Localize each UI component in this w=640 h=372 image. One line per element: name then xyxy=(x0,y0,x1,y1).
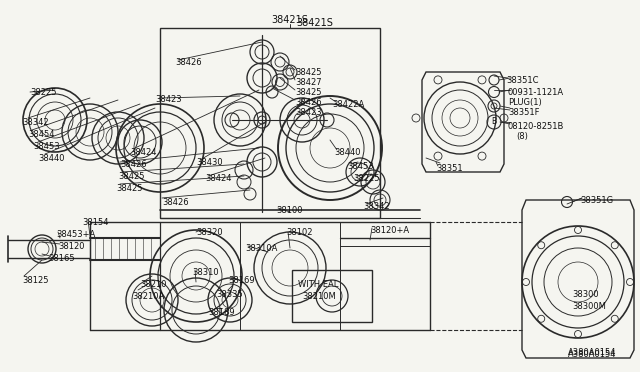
Text: 38320: 38320 xyxy=(196,228,223,237)
Text: 38225: 38225 xyxy=(353,174,380,183)
Text: 38424: 38424 xyxy=(205,174,232,183)
Text: 38335: 38335 xyxy=(216,290,243,299)
Text: 38100: 38100 xyxy=(276,206,303,215)
Text: 38421S: 38421S xyxy=(271,15,308,25)
Text: 38342: 38342 xyxy=(22,118,49,127)
Text: 38120: 38120 xyxy=(58,242,84,251)
Text: 38425: 38425 xyxy=(295,68,321,77)
Text: 38425: 38425 xyxy=(295,88,321,97)
Text: 38351C: 38351C xyxy=(506,76,538,85)
Text: 38120+A: 38120+A xyxy=(370,226,409,235)
Text: 38125: 38125 xyxy=(22,276,49,285)
Text: 38453+A: 38453+A xyxy=(56,230,95,239)
Text: (8): (8) xyxy=(516,132,528,141)
Text: 38210: 38210 xyxy=(140,280,166,289)
Text: 38351: 38351 xyxy=(436,164,463,173)
Text: A380A0154: A380A0154 xyxy=(568,348,616,357)
Text: 38453: 38453 xyxy=(347,162,374,171)
Text: 38102: 38102 xyxy=(286,228,312,237)
Text: 38453: 38453 xyxy=(33,142,60,151)
Text: 38310: 38310 xyxy=(192,268,219,277)
Text: 38154: 38154 xyxy=(82,218,109,227)
Text: 38426: 38426 xyxy=(175,58,202,67)
Text: 38426: 38426 xyxy=(162,198,189,207)
Text: 08120-8251B: 08120-8251B xyxy=(508,122,564,131)
Text: 38351F: 38351F xyxy=(508,108,540,117)
Text: 38210A: 38210A xyxy=(132,292,164,301)
Bar xyxy=(292,270,372,322)
Text: B: B xyxy=(492,118,497,126)
Bar xyxy=(160,28,380,218)
Text: WITH EAL: WITH EAL xyxy=(298,280,339,289)
Text: 38169: 38169 xyxy=(228,276,255,285)
Text: A380A0154: A380A0154 xyxy=(568,350,616,359)
Text: 38430: 38430 xyxy=(196,158,223,167)
Text: PLUG(1): PLUG(1) xyxy=(508,98,541,107)
Text: 38426: 38426 xyxy=(295,98,322,107)
Text: 38421S: 38421S xyxy=(296,18,333,28)
Text: 00931-1121A: 00931-1121A xyxy=(508,88,564,97)
Text: 38425: 38425 xyxy=(116,184,143,193)
Text: 38454: 38454 xyxy=(28,130,54,139)
Text: 38225: 38225 xyxy=(30,88,56,97)
Text: 38427: 38427 xyxy=(295,78,322,87)
Text: 38210M: 38210M xyxy=(302,292,336,301)
Text: 38440: 38440 xyxy=(38,154,65,163)
Text: 38342: 38342 xyxy=(363,202,390,211)
Text: 38423: 38423 xyxy=(155,95,182,104)
Text: 38440: 38440 xyxy=(334,148,360,157)
Text: 38422A: 38422A xyxy=(332,100,364,109)
Text: 38426: 38426 xyxy=(120,160,147,169)
Text: 38300: 38300 xyxy=(572,290,598,299)
Text: 38351G: 38351G xyxy=(580,196,613,205)
Text: 38425: 38425 xyxy=(118,172,145,181)
Text: 38423: 38423 xyxy=(295,108,322,117)
Text: 38189: 38189 xyxy=(208,308,235,317)
Text: 38424: 38424 xyxy=(130,148,157,157)
Text: 38300M: 38300M xyxy=(572,302,606,311)
Text: 38165: 38165 xyxy=(48,254,75,263)
Text: 38310A: 38310A xyxy=(245,244,277,253)
